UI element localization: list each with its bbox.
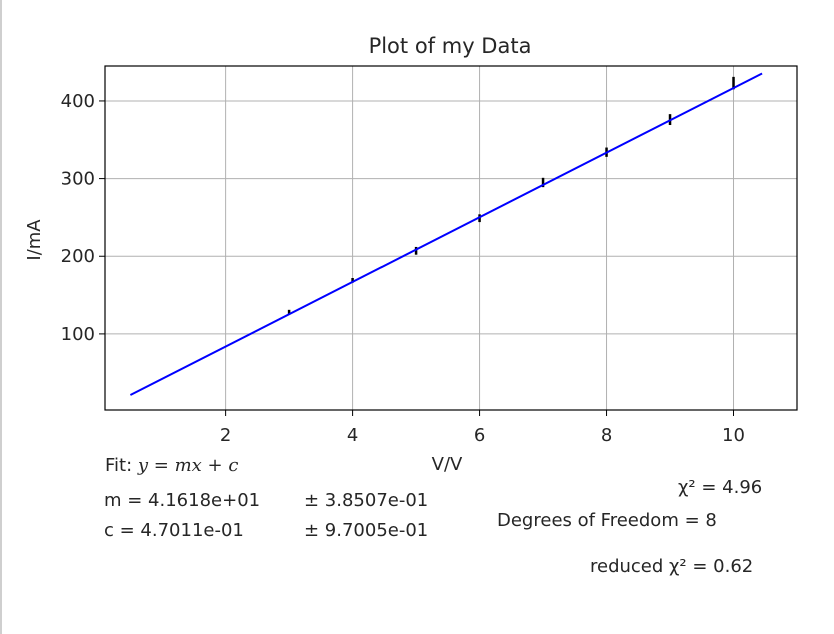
fit-formula: y = mx + c [137,455,239,476]
c-value: c = 4.7011e-01 [104,520,244,541]
x-tick-label: 2 [220,425,231,446]
fit-equation: Fit: y = mx + c [105,457,238,475]
y-tick-label: 300 [61,169,95,190]
plot-area [104,65,798,411]
grid [105,66,797,410]
y-ticks: 100 200 300 400 [61,91,105,345]
fit-prefix: Fit: [105,455,138,476]
x-ticks: 2 4 6 8 10 [220,410,745,446]
x-tick-label: 10 [722,425,745,446]
degrees-of-freedom: Degrees of Freedom = 8 [497,510,717,531]
x-tick-label: 8 [601,425,612,446]
x-tick-label: 6 [474,425,485,446]
chi-squared: χ² = 4.96 [678,477,763,498]
m-value: m = 4.1618e+01 [104,490,261,511]
y-tick-label: 100 [61,324,95,345]
x-axis-label: V/V [432,454,463,475]
fit-line [129,72,763,396]
m-error: ± 3.8507e-01 [304,490,429,511]
y-tick-label: 400 [61,91,95,112]
series-layer [129,72,763,396]
y-tick-label: 200 [61,246,95,267]
y-axis-label: I/mA [24,219,45,261]
reduced-chi-squared: reduced χ² = 0.62 [590,556,754,577]
chart-title: Plot of my Data [369,34,532,58]
c-error: ± 9.7005e-01 [304,520,429,541]
x-tick-label: 4 [347,425,358,446]
